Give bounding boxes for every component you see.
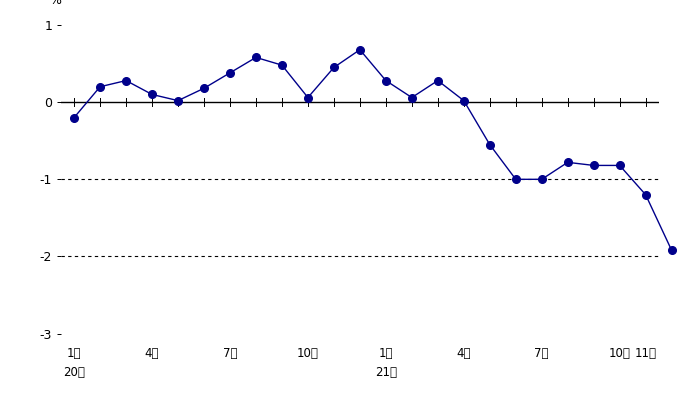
Text: 10月: 10月 xyxy=(609,347,631,360)
Text: 4月: 4月 xyxy=(456,347,471,360)
Text: 7月: 7月 xyxy=(534,347,549,360)
Text: 11月: 11月 xyxy=(635,347,657,360)
Text: 7月: 7月 xyxy=(223,347,237,360)
Text: 1月: 1月 xyxy=(67,347,81,360)
Text: 10月: 10月 xyxy=(297,347,319,360)
Text: 1月: 1月 xyxy=(379,347,393,360)
Text: %: % xyxy=(49,0,61,7)
Text: 21年: 21年 xyxy=(375,366,397,379)
Text: 20年: 20年 xyxy=(63,366,85,379)
Text: 4月: 4月 xyxy=(145,347,160,360)
